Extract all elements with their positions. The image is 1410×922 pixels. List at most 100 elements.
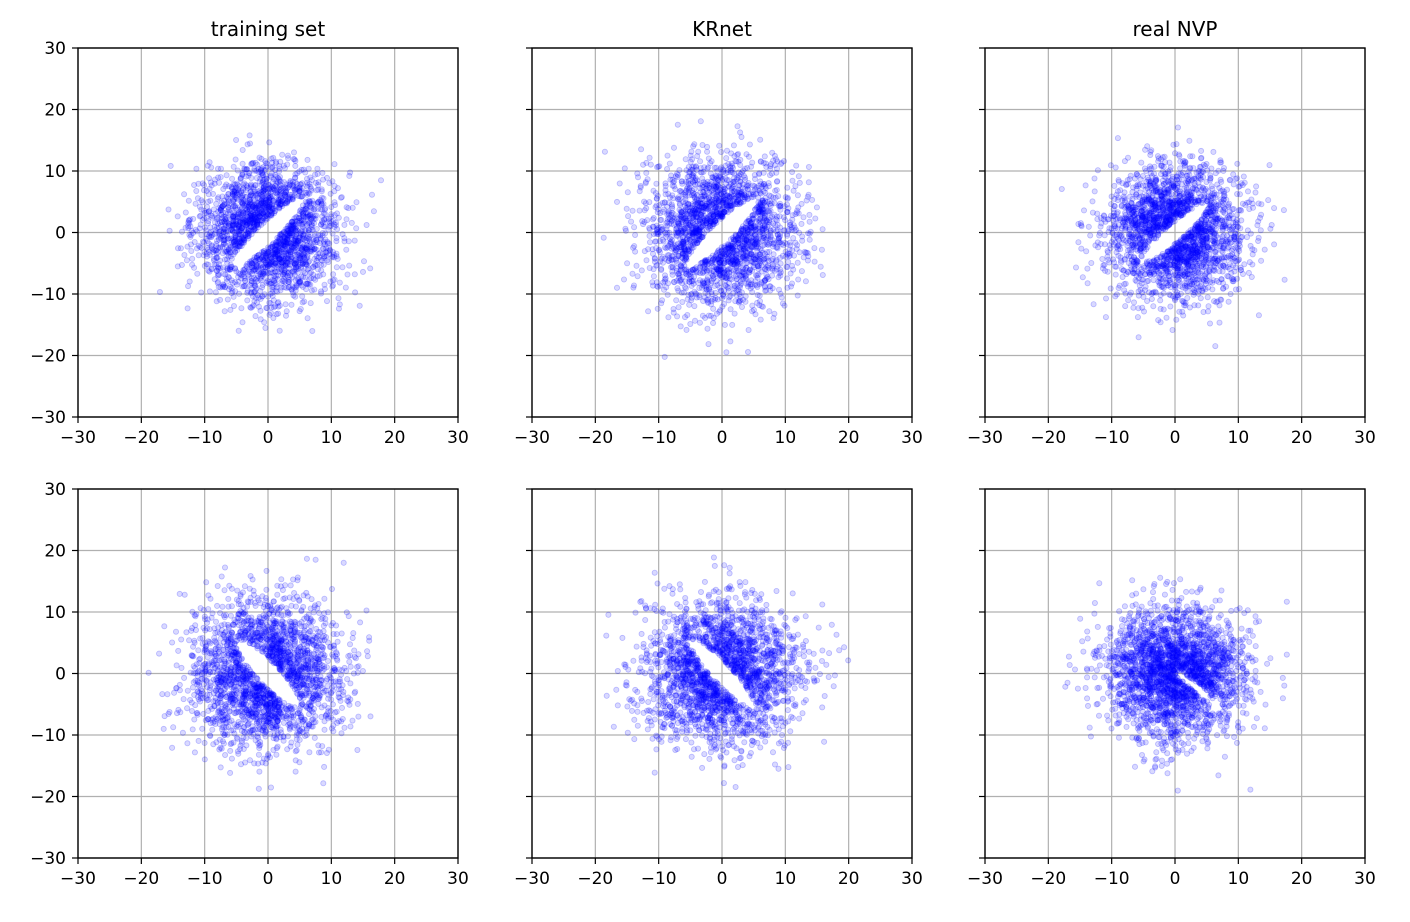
data-point — [367, 265, 374, 272]
data-point — [304, 179, 311, 186]
data-point — [304, 211, 311, 218]
data-point — [285, 284, 292, 291]
data-point — [201, 207, 208, 214]
data-point — [247, 193, 254, 200]
data-point — [320, 223, 327, 230]
data-point — [236, 217, 243, 224]
data-point — [205, 208, 212, 215]
data-point — [334, 185, 341, 192]
data-point — [757, 316, 764, 323]
data-point — [329, 248, 336, 255]
data-point — [241, 200, 248, 207]
data-point — [237, 214, 244, 221]
data-point — [734, 123, 741, 130]
data-point — [323, 253, 330, 260]
data-point — [233, 281, 240, 288]
data-point — [664, 165, 671, 172]
data-point — [245, 226, 252, 233]
data-point — [1130, 304, 1137, 311]
data-point — [303, 242, 310, 249]
data-point — [231, 248, 238, 255]
data-point — [248, 190, 255, 197]
data-point — [266, 200, 273, 207]
data-point — [249, 216, 256, 223]
data-point — [335, 295, 342, 302]
data-point — [714, 249, 721, 256]
data-point — [230, 221, 237, 228]
data-point — [258, 217, 265, 224]
data-point — [270, 297, 277, 304]
data-point — [247, 304, 254, 311]
data-point — [294, 217, 301, 224]
data-point — [687, 180, 694, 187]
data-point — [274, 241, 281, 248]
data-point — [290, 184, 297, 191]
data-point — [662, 180, 669, 187]
data-point — [235, 222, 242, 229]
data-point — [295, 275, 302, 282]
data-point — [304, 156, 311, 163]
data-point — [287, 261, 294, 268]
data-point — [341, 235, 348, 242]
data-point — [261, 167, 268, 174]
data-point — [1091, 175, 1098, 182]
data-point — [675, 171, 682, 178]
data-point — [271, 250, 278, 257]
data-point — [258, 254, 265, 261]
data-point — [269, 269, 276, 276]
data-point — [273, 158, 280, 165]
data-point — [305, 212, 312, 219]
data-point — [281, 270, 288, 277]
data-point — [240, 186, 247, 193]
data-point — [320, 195, 327, 202]
data-point — [276, 255, 283, 262]
data-point — [331, 188, 338, 195]
data-point — [282, 255, 289, 262]
data-point — [238, 204, 245, 211]
data-point — [247, 216, 254, 223]
data-point — [277, 268, 284, 275]
data-point — [302, 261, 309, 268]
data-point — [232, 194, 239, 201]
data-point — [264, 278, 271, 285]
data-point — [222, 183, 229, 190]
data-point — [256, 221, 263, 228]
data-point — [237, 174, 244, 181]
data-point — [231, 236, 238, 243]
data-point — [244, 199, 251, 206]
data-point — [283, 187, 290, 194]
data-point — [285, 251, 292, 258]
data-point — [245, 235, 252, 242]
data-point — [271, 278, 278, 285]
data-point — [274, 252, 281, 259]
data-point — [244, 289, 251, 296]
data-point — [283, 252, 290, 259]
data-point — [185, 222, 192, 229]
data-point — [255, 268, 262, 275]
data-point — [291, 156, 298, 163]
data-point — [269, 200, 276, 207]
data-point — [699, 231, 706, 238]
data-point — [706, 184, 713, 191]
data-point — [276, 327, 283, 334]
data-point — [287, 240, 294, 247]
data-point — [304, 217, 311, 224]
data-point — [213, 254, 220, 261]
data-point — [275, 310, 282, 317]
data-point — [277, 231, 284, 238]
data-point — [327, 190, 334, 197]
data-point — [289, 196, 296, 203]
data-point — [260, 219, 267, 226]
data-point — [213, 255, 220, 262]
data-point — [1261, 246, 1268, 253]
data-point — [343, 246, 350, 253]
data-point — [641, 207, 648, 214]
data-point — [246, 220, 253, 227]
data-point — [288, 254, 295, 261]
data-point — [236, 229, 243, 236]
data-point — [307, 212, 314, 219]
data-point — [302, 245, 309, 252]
data-point — [318, 221, 325, 228]
data-point — [248, 285, 255, 292]
data-point — [764, 262, 771, 269]
